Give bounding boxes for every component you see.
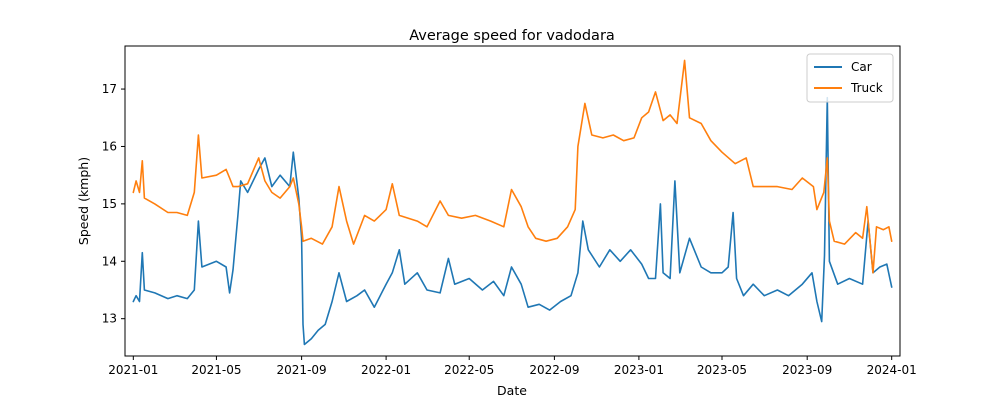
legend-label-car: Car — [851, 60, 872, 74]
x-tick-label: 2021-01 — [108, 363, 158, 377]
y-axis-ticks: 13 14 15 16 17 — [102, 82, 125, 326]
y-tick-label: 16 — [102, 139, 117, 153]
x-tick-label: 2022-01 — [361, 363, 411, 377]
x-tick-label: 2021-05 — [191, 363, 241, 377]
x-tick-label: 2023-05 — [697, 363, 747, 377]
legend-label-truck: Truck — [850, 81, 883, 95]
x-tick-label: 2023-09 — [782, 363, 832, 377]
y-tick-label: 17 — [102, 82, 117, 96]
y-tick-label: 14 — [102, 254, 117, 268]
x-tick-label: 2024-01 — [867, 363, 917, 377]
axes-frame — [124, 45, 901, 357]
y-tick-label: 15 — [102, 197, 117, 211]
y-tick-label: 13 — [102, 312, 117, 326]
series-line-truck — [132, 59, 893, 274]
legend: Car Truck — [806, 53, 894, 103]
series-layer — [132, 59, 893, 346]
x-tick-label: 2021-09 — [277, 363, 327, 377]
x-tick-label: 2023-01 — [614, 363, 664, 377]
chart-title: Average speed for vadodara — [409, 28, 615, 44]
x-axis-label: Date — [497, 383, 527, 398]
plot-area — [124, 45, 901, 357]
x-axis-ticks: 2021-01 2021-05 2021-09 2022-01 2022-05 2022-… — [108, 356, 917, 377]
x-tick-label: 2022-05 — [444, 363, 494, 377]
y-axis-label: Speed (kmph) — [76, 157, 91, 245]
x-tick-label: 2022-09 — [529, 363, 579, 377]
series-line-car — [132, 96, 893, 346]
